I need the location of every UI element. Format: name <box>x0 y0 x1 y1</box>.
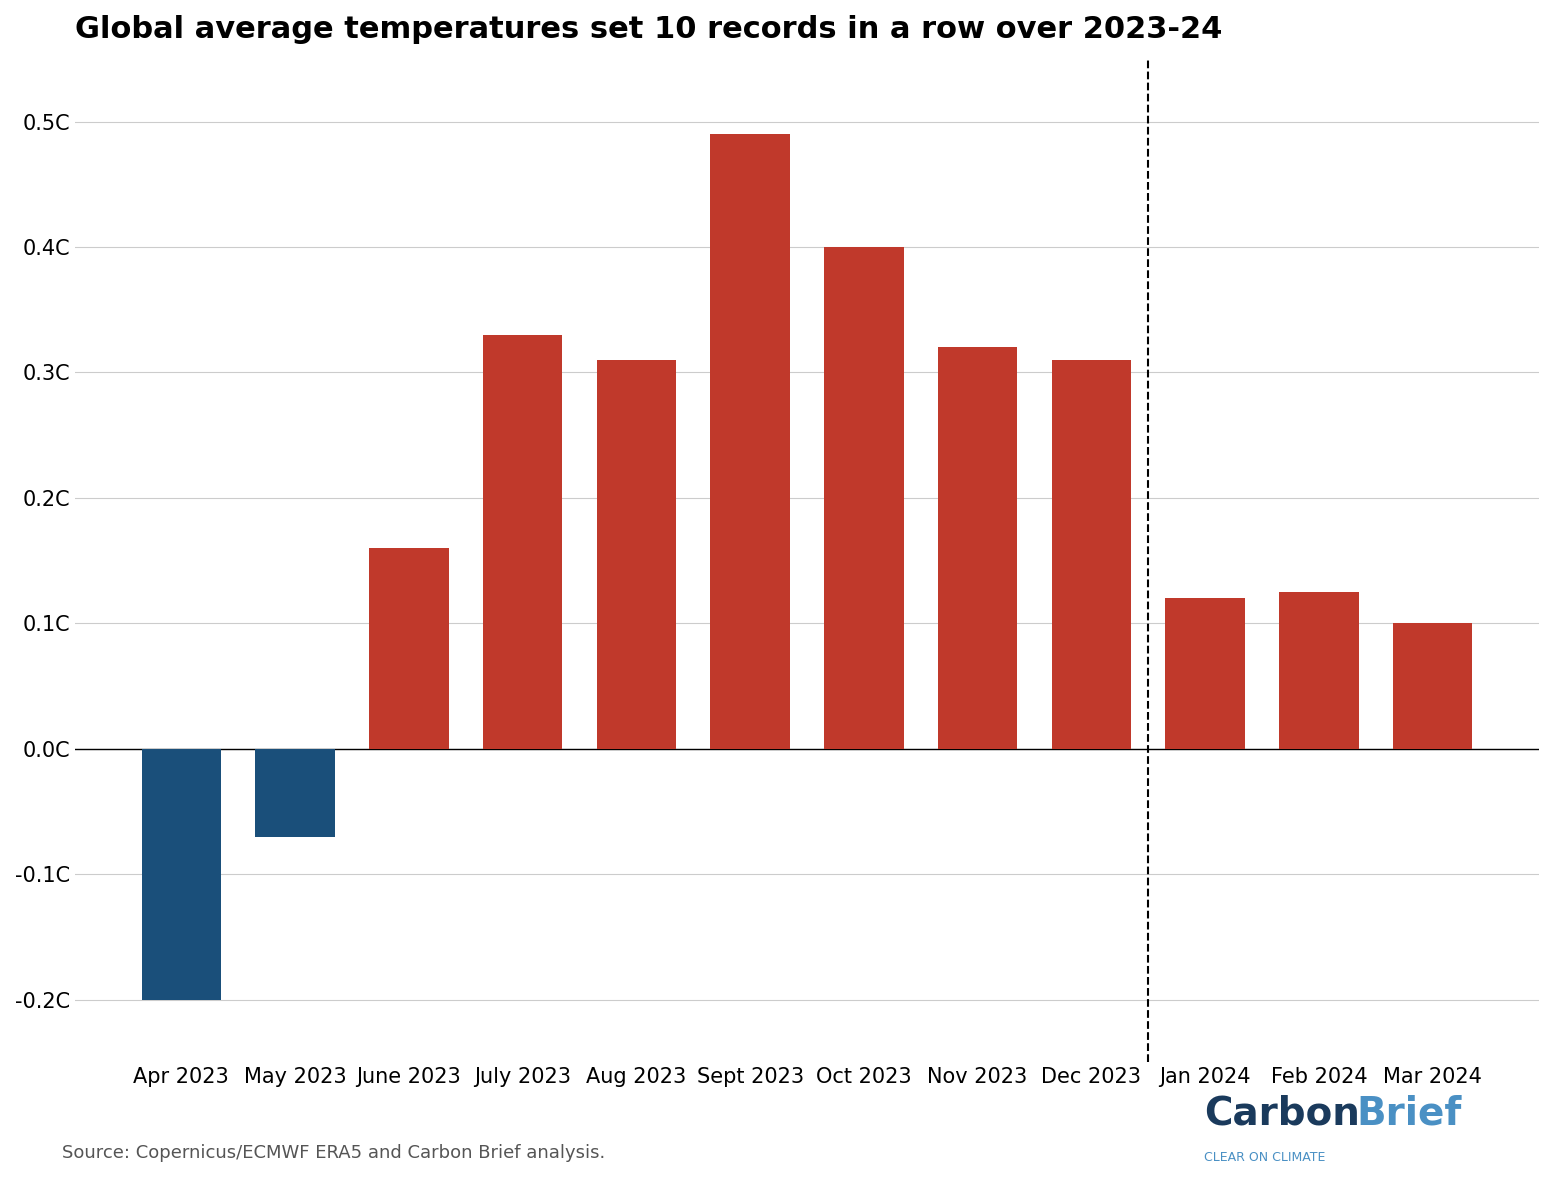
Bar <box>1392 623 1473 749</box>
Text: Source: Copernicus/ECMWF ERA5 and Carbon Brief analysis.: Source: Copernicus/ECMWF ERA5 and Carbon… <box>62 1144 606 1162</box>
Bar <box>1279 592 1358 749</box>
Bar <box>368 547 449 749</box>
Bar <box>1052 359 1131 749</box>
Text: Brief: Brief <box>1357 1094 1462 1132</box>
Text: Carbon: Carbon <box>1204 1094 1360 1132</box>
Bar <box>824 247 904 749</box>
Bar <box>1166 598 1245 749</box>
Bar <box>483 334 563 749</box>
Bar <box>937 347 1018 749</box>
Text: CLEAR ON CLIMATE: CLEAR ON CLIMATE <box>1204 1151 1326 1164</box>
Bar <box>597 359 676 749</box>
Bar <box>710 134 789 749</box>
Bar <box>255 749 336 836</box>
Text: Global average temperatures set 10 records in a row over 2023-24: Global average temperatures set 10 recor… <box>75 16 1223 44</box>
Bar <box>141 749 221 999</box>
